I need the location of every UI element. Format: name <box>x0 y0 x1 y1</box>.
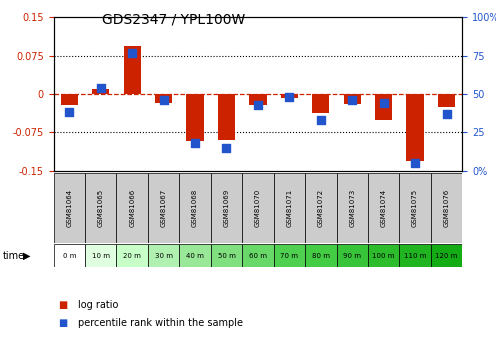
Text: GSM81069: GSM81069 <box>224 189 230 227</box>
Bar <box>344 94 361 104</box>
Bar <box>211 172 242 243</box>
Text: 80 m: 80 m <box>312 253 330 259</box>
Text: 120 m: 120 m <box>435 253 458 259</box>
Text: 10 m: 10 m <box>92 253 110 259</box>
Bar <box>92 89 110 94</box>
Point <box>285 94 293 100</box>
Bar <box>85 244 117 267</box>
Bar <box>336 172 368 243</box>
Text: 0 m: 0 m <box>62 253 76 259</box>
Bar <box>211 244 242 267</box>
Text: time: time <box>2 251 25 260</box>
Text: 60 m: 60 m <box>249 253 267 259</box>
Bar <box>368 172 399 243</box>
Point <box>411 160 419 166</box>
Bar <box>274 172 305 243</box>
Text: GSM81064: GSM81064 <box>66 189 72 227</box>
Text: GSM81073: GSM81073 <box>349 189 355 227</box>
Text: 30 m: 30 m <box>155 253 173 259</box>
Bar <box>281 94 298 98</box>
Text: 110 m: 110 m <box>404 253 427 259</box>
Bar <box>399 244 431 267</box>
Bar <box>368 244 399 267</box>
Bar <box>336 244 368 267</box>
Point <box>65 110 73 115</box>
Point <box>160 97 168 103</box>
Bar <box>431 244 462 267</box>
Bar <box>218 94 235 140</box>
Point <box>191 140 199 146</box>
Bar <box>180 172 211 243</box>
Bar <box>274 244 305 267</box>
Bar <box>148 172 180 243</box>
Text: ■: ■ <box>59 300 68 310</box>
Text: 50 m: 50 m <box>218 253 236 259</box>
Text: GSM81065: GSM81065 <box>98 189 104 227</box>
Point <box>223 145 231 150</box>
Bar <box>305 244 336 267</box>
Bar <box>431 172 462 243</box>
Bar <box>117 172 148 243</box>
Text: GSM81068: GSM81068 <box>192 189 198 227</box>
Bar <box>155 94 172 103</box>
Text: GSM81067: GSM81067 <box>161 189 167 227</box>
Point <box>254 102 262 108</box>
Bar <box>124 47 141 94</box>
Text: 20 m: 20 m <box>123 253 141 259</box>
Bar <box>61 94 78 105</box>
Text: GSM81075: GSM81075 <box>412 189 418 227</box>
Point <box>348 97 356 103</box>
Point <box>380 100 388 106</box>
Bar <box>148 244 180 267</box>
Bar <box>312 94 329 114</box>
Text: 40 m: 40 m <box>186 253 204 259</box>
Bar <box>242 172 274 243</box>
Text: GSM81066: GSM81066 <box>129 189 135 227</box>
Text: 90 m: 90 m <box>343 253 361 259</box>
Text: log ratio: log ratio <box>78 300 119 310</box>
Bar <box>438 94 455 107</box>
Bar <box>249 94 266 105</box>
Point <box>128 50 136 55</box>
Bar <box>54 244 85 267</box>
Bar <box>85 172 117 243</box>
Bar <box>406 94 424 160</box>
Bar <box>242 244 274 267</box>
Text: GSM81071: GSM81071 <box>286 189 292 227</box>
Text: 100 m: 100 m <box>372 253 395 259</box>
Text: GSM81074: GSM81074 <box>380 189 387 227</box>
Text: GSM81072: GSM81072 <box>318 189 324 227</box>
Text: ▶: ▶ <box>23 251 31 260</box>
Text: GSM81070: GSM81070 <box>255 189 261 227</box>
Bar <box>305 172 336 243</box>
Bar <box>54 172 85 243</box>
Text: GDS2347 / YPL100W: GDS2347 / YPL100W <box>102 13 245 27</box>
Point <box>317 117 325 123</box>
Bar <box>180 244 211 267</box>
Point <box>97 85 105 91</box>
Text: GSM81076: GSM81076 <box>443 189 449 227</box>
Bar <box>117 244 148 267</box>
Text: 70 m: 70 m <box>280 253 299 259</box>
Bar <box>399 172 431 243</box>
Text: ■: ■ <box>59 318 68 327</box>
Text: percentile rank within the sample: percentile rank within the sample <box>78 318 244 327</box>
Point <box>442 111 450 117</box>
Bar <box>186 94 204 141</box>
Bar <box>375 94 392 120</box>
